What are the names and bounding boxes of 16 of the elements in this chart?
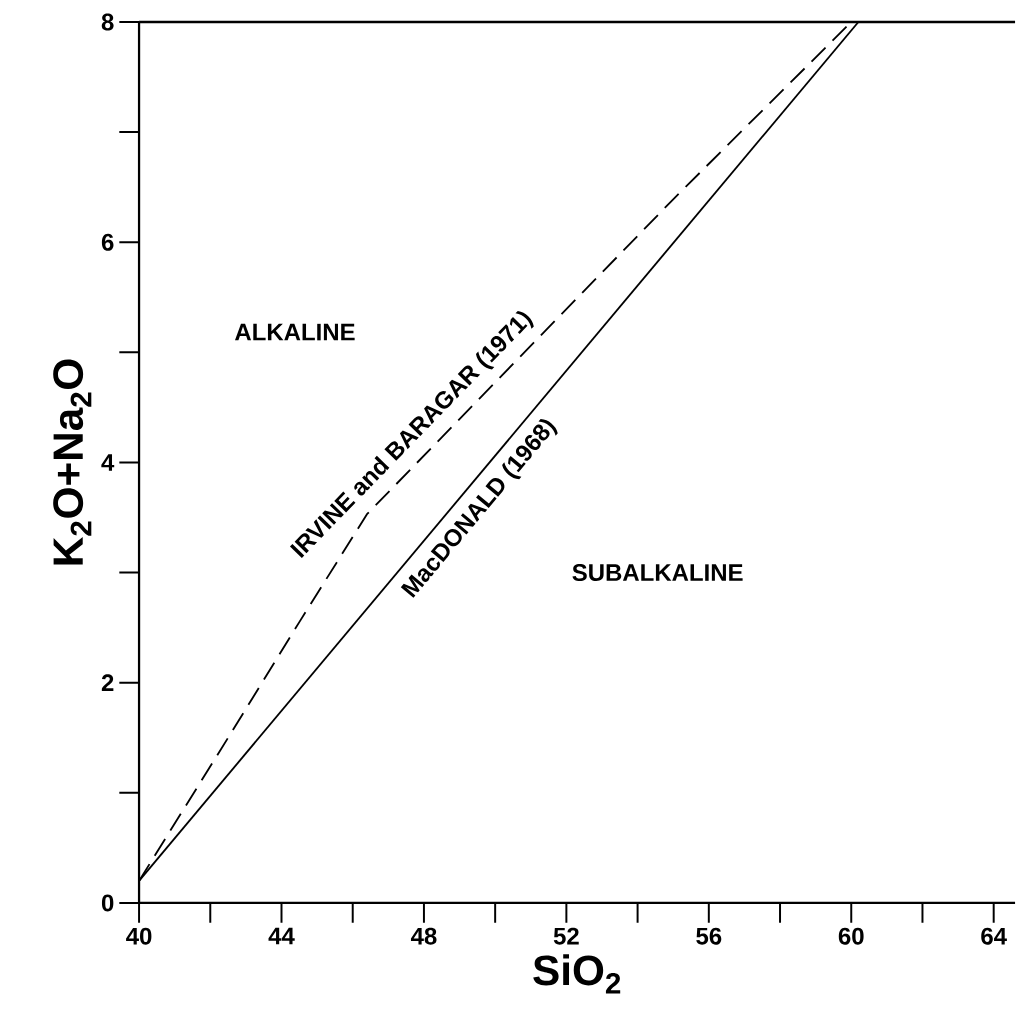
annotation: SUBALKALINE (572, 564, 743, 582)
y-tick-label: 0 (101, 894, 114, 912)
y-tick-label: 6 (101, 233, 114, 251)
x-tick-label: 44 (268, 927, 295, 945)
annotation: ALKALINE (234, 323, 355, 341)
x-tick-label: 56 (696, 927, 722, 945)
x-tick-label: 40 (126, 927, 152, 945)
x-tick-label: 52 (553, 927, 579, 945)
x-tick-label: 64 (981, 927, 1007, 945)
x-axis-title: SiO$_{2}$ (533, 954, 621, 994)
y-tick-label: 4 (101, 454, 115, 471)
y-tick-label: 8 (101, 13, 114, 31)
y-axis-title: K$_{2}$O+Na$_{2}$O (53, 359, 92, 565)
x-tick-label: 48 (410, 927, 437, 945)
y-tick-label: 2 (101, 674, 114, 692)
x-tick-label: 60 (838, 927, 864, 945)
